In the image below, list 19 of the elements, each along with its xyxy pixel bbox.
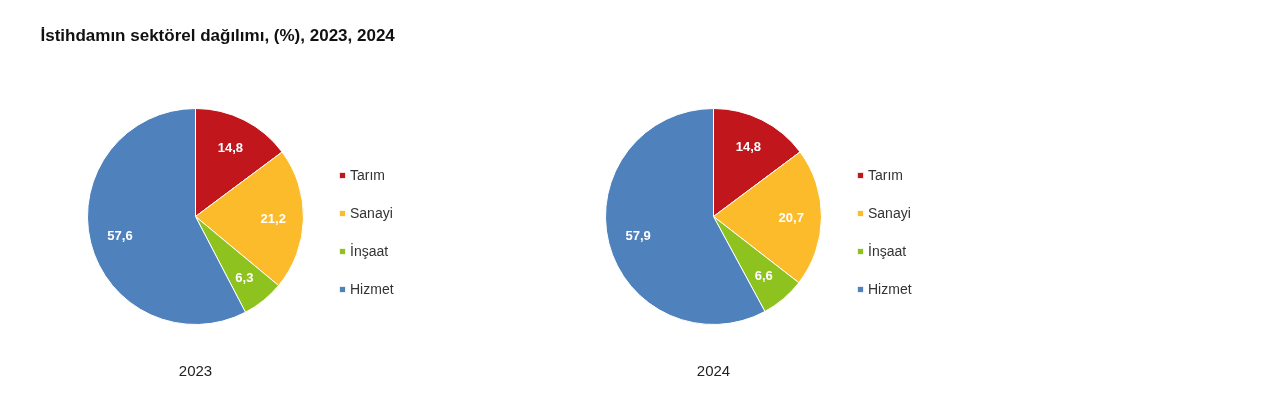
chart-title: İstihdamın sektörel dağılımı, (%), 2023, 2024 — [40, 25, 396, 45]
data-label: 14,8 — [735, 139, 762, 155]
data-label: 14,8 — [217, 139, 244, 155]
legend-label: Sanayi — [350, 204, 393, 222]
text: 2024 — [696, 361, 731, 379]
legend-label: Tarım — [868, 166, 903, 184]
legend-label: İnşaat — [350, 242, 389, 260]
text: 2023 — [178, 361, 213, 379]
legend-label: Tarım — [350, 166, 385, 184]
data-label: 57,9 — [625, 228, 651, 244]
legend-label: İnşaat — [868, 242, 907, 260]
legend-label: Hizmet — [350, 280, 394, 298]
data-label: 20,7 — [778, 209, 804, 225]
legend-label: Hizmet — [868, 280, 912, 298]
legend-label: Sanayi — [868, 204, 911, 222]
data-label: 57,6 — [107, 227, 133, 243]
data-label: 6,6 — [754, 268, 773, 284]
data-label: 21,2 — [260, 211, 286, 227]
data-label: 6,3 — [235, 269, 254, 285]
